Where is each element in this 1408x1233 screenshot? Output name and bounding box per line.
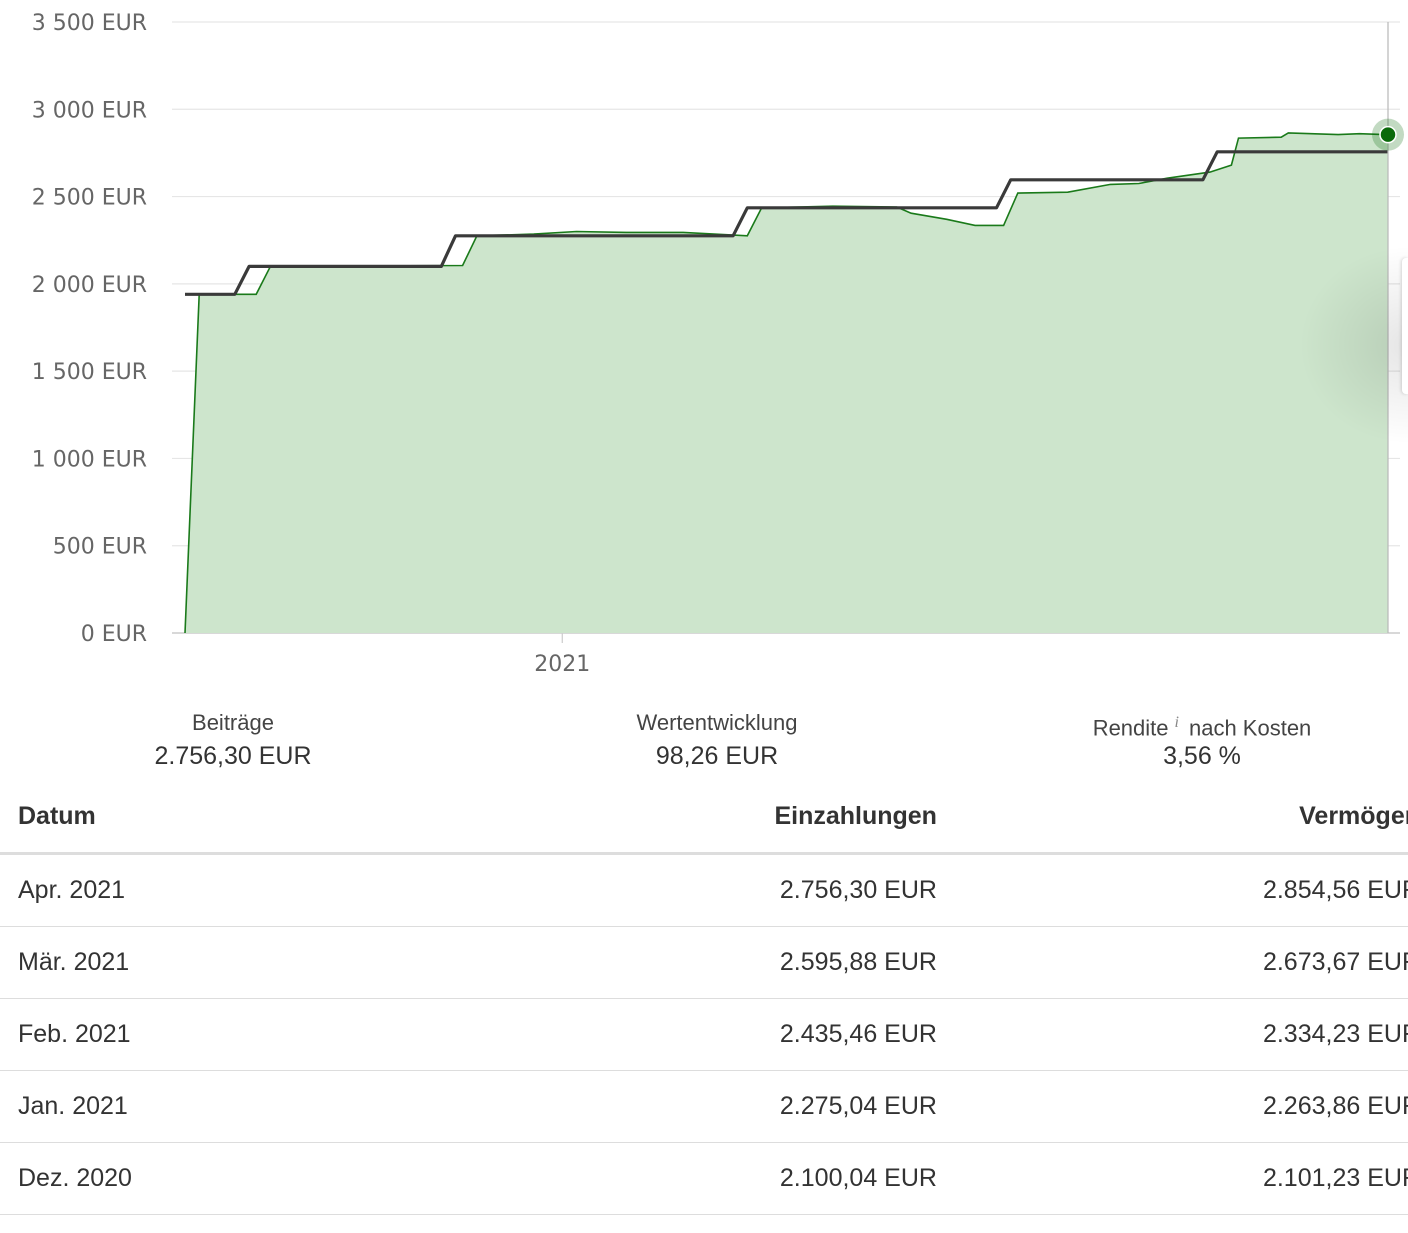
wertentwicklung-value: 98,26 EUR <box>655 742 779 770</box>
y-tick-label: 2 000 EUR <box>32 273 147 298</box>
cell-vermoegen: 2.101,23 EUR <box>936 1142 1408 1215</box>
table-row: Feb. 2021 2.435,46 EUR 2.334,23 EUR <box>0 998 1408 1071</box>
y-tick-label: 2 500 EUR <box>32 186 147 211</box>
beitraege-label: Beiträge <box>192 710 274 735</box>
y-tick-label: 0 EUR <box>81 622 147 647</box>
table-row: Jan. 2021 2.275,04 EUR 2.263,86 EUR <box>0 1070 1408 1143</box>
table-row: Apr. 2021 2.756,30 EUR 2.854,56 EUR <box>0 853 1408 927</box>
cell-datum: Dez. 2020 <box>0 1142 569 1215</box>
x-tick-label: 2021 <box>534 652 590 677</box>
cell-einzahlungen: 2.275,04 EUR <box>568 1070 937 1143</box>
rendite-label-row: Rendite i nach Kosten <box>1042 708 1362 741</box>
history-table: Datum Einzahlungen Vermögen Apr. 2021 2.… <box>0 780 1408 1215</box>
column-header-vermoegen[interactable]: Vermögen <box>936 780 1408 855</box>
cell-einzahlungen: 2.756,30 EUR <box>568 853 937 927</box>
side-scroll-handle[interactable] <box>1402 258 1408 394</box>
cell-vermoegen: 2.673,67 EUR <box>936 926 1408 999</box>
wertentwicklung-stat: Wertentwicklung 98,26 EUR <box>557 708 877 771</box>
cell-einzahlungen: 2.435,46 EUR <box>568 998 937 1071</box>
info-icon[interactable]: i <box>1174 714 1179 731</box>
column-header-datum[interactable]: Datum <box>0 780 569 855</box>
cell-datum: Feb. 2021 <box>0 998 569 1071</box>
wertentwicklung-label: Wertentwicklung <box>636 710 798 735</box>
step-line <box>185 150 1388 296</box>
chart-series <box>184 22 1404 634</box>
column-header-einzahlungen[interactable]: Einzahlungen <box>568 780 937 855</box>
cell-vermoegen: 2.263,86 EUR <box>936 1070 1408 1143</box>
beitraege-value: 2.756,30 EUR <box>154 742 312 770</box>
rendite-label: Rendite <box>1092 715 1169 741</box>
cell-vermoegen: 2.334,23 EUR <box>936 998 1408 1071</box>
rendite-value: 3,56 % <box>1163 742 1241 770</box>
beitraege-stat: Beiträge 2.756,30 EUR <box>73 708 393 771</box>
table-header-row: Datum Einzahlungen Vermögen <box>0 780 1408 855</box>
portfolio-chart: 0 EUR 500 EUR 1 000 EUR 1 500 EUR 2 000 EUR 2… <box>32 11 1404 677</box>
cell-einzahlungen: 2.100,04 EUR <box>568 1142 937 1215</box>
y-tick-label: 1 500 EUR <box>32 360 147 385</box>
table-row: Dez. 2020 2.100,04 EUR 2.101,23 EUR <box>0 1142 1408 1215</box>
cell-datum: Apr. 2021 <box>0 853 569 927</box>
area-fill <box>185 132 1388 633</box>
y-axis: 0 EUR 500 EUR 1 000 EUR 1 500 EUR 2 000 EUR 2… <box>32 11 147 647</box>
table-row: Mär. 2021 2.595,88 EUR 2.673,67 EUR <box>0 926 1408 999</box>
y-tick-label: 1 000 EUR <box>32 447 147 472</box>
cell-einzahlungen: 2.595,88 EUR <box>568 926 937 999</box>
y-tick-label: 3 500 EUR <box>32 11 147 36</box>
y-tick-label: 500 EUR <box>53 535 147 560</box>
highlight-point <box>1379 125 1397 144</box>
rendite-stat: Rendite i nach Kosten 3,56 % <box>1042 708 1362 771</box>
summary-stats: Beiträge 2.756,30 EUR Wertentwicklung 98… <box>0 708 1408 778</box>
cell-datum: Mär. 2021 <box>0 926 569 999</box>
cell-datum: Jan. 2021 <box>0 1070 569 1143</box>
y-tick-label: 3 000 EUR <box>32 98 147 123</box>
x-axis: 2021 <box>534 633 590 677</box>
scroll-shadow <box>1298 245 1408 445</box>
rendite-suffix: nach Kosten <box>1188 715 1312 741</box>
cell-vermoegen: 2.854,56 EUR <box>936 853 1408 927</box>
